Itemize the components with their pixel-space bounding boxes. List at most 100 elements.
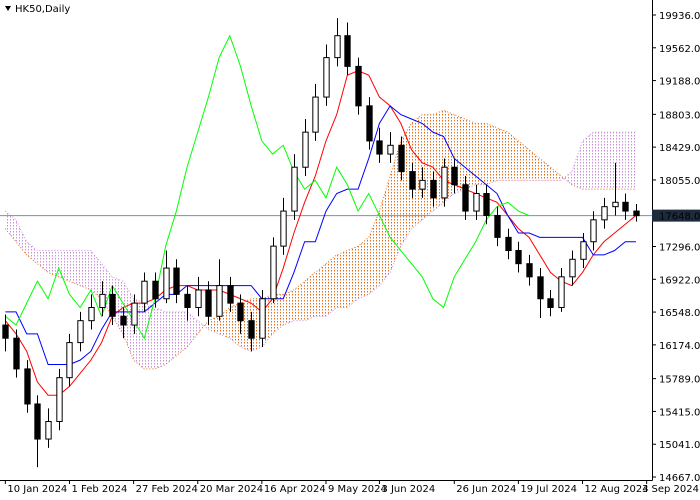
x-tick-label: 19 Jul 2024 bbox=[520, 484, 577, 495]
candle-body bbox=[24, 368, 31, 405]
x-tick-label: 3 Jun 2024 bbox=[381, 484, 435, 495]
candle-body bbox=[195, 289, 202, 309]
x-tick-label: 10 Jan 2024 bbox=[7, 484, 67, 495]
candle-body bbox=[120, 315, 127, 326]
cloud-segment bbox=[390, 140, 401, 273]
cloud-segment bbox=[5, 211, 17, 242]
candle-body bbox=[141, 280, 148, 304]
cloud-segment bbox=[48, 250, 59, 277]
x-tick-label: 9 May 2024 bbox=[328, 484, 387, 495]
cloud-segment bbox=[283, 289, 294, 326]
candle-body bbox=[355, 65, 362, 107]
y-tick-label: 16548.0 bbox=[659, 308, 700, 319]
candle-body bbox=[366, 105, 373, 142]
cloud-segment bbox=[507, 132, 519, 181]
candle-body bbox=[398, 144, 405, 173]
candle-body bbox=[473, 193, 480, 212]
candle-body bbox=[344, 35, 351, 67]
chart-title: HK50,Daily bbox=[15, 4, 70, 15]
candle-body bbox=[131, 302, 138, 326]
y-tick-label: 18803.0 bbox=[659, 110, 700, 121]
cloud-segment bbox=[293, 281, 305, 321]
y-tick-label: 19936.0 bbox=[659, 11, 700, 22]
candle-body bbox=[430, 179, 437, 199]
indicator-line bbox=[4, 70, 637, 396]
cloud-layer bbox=[4, 109, 636, 370]
cloud-segment bbox=[336, 250, 348, 308]
candle-body bbox=[387, 144, 394, 155]
candle-body bbox=[280, 210, 287, 247]
candle-body bbox=[323, 57, 330, 98]
y-tick-label: 18055.0 bbox=[659, 176, 700, 187]
cloud-segment bbox=[582, 132, 594, 190]
candle-body bbox=[270, 245, 277, 300]
candle-body bbox=[569, 258, 576, 278]
cloud-segment bbox=[475, 123, 487, 185]
candle-body bbox=[13, 337, 20, 370]
y-tick-label: 18429.0 bbox=[659, 143, 700, 154]
cloud-edge bbox=[4, 109, 636, 370]
cloud-segment bbox=[26, 241, 38, 264]
candle-body bbox=[205, 289, 212, 317]
candle-body bbox=[163, 267, 170, 300]
candle-body bbox=[451, 166, 458, 186]
candle-body bbox=[302, 131, 309, 168]
candle-body bbox=[259, 298, 266, 339]
candle-body bbox=[622, 201, 629, 212]
candle-body bbox=[312, 96, 319, 133]
y-tick-label: 14667.0 bbox=[659, 473, 700, 484]
menu-triangle[interactable] bbox=[5, 6, 11, 11]
x-tick-label: 26 Jun 2024 bbox=[456, 484, 516, 495]
cloud-segment bbox=[208, 316, 220, 334]
indicator-line bbox=[5, 105, 636, 366]
x-tick-label: 27 Feb 2024 bbox=[136, 484, 198, 495]
y-tick-label: 19188.0 bbox=[659, 77, 700, 88]
cloud-segment bbox=[368, 211, 380, 295]
cloud-segment bbox=[37, 250, 49, 273]
candle-body bbox=[494, 214, 501, 238]
candle-body bbox=[34, 403, 41, 440]
y-tick-label: 19562.0 bbox=[659, 44, 700, 55]
cloud-segment bbox=[69, 250, 81, 286]
candle-body bbox=[66, 342, 73, 379]
candle-body bbox=[56, 377, 63, 423]
cloud-segment bbox=[625, 132, 636, 190]
candle-body bbox=[601, 206, 608, 221]
candle-body bbox=[537, 276, 544, 300]
cloud-segment bbox=[464, 118, 476, 190]
candle-body bbox=[612, 201, 619, 208]
current-price-box bbox=[652, 209, 700, 222]
candle-body bbox=[88, 307, 95, 322]
cloud-segment bbox=[497, 127, 508, 181]
y-tick-label: 15041.0 bbox=[659, 440, 700, 451]
cloud-segment bbox=[80, 250, 91, 290]
candle-body bbox=[248, 320, 255, 339]
cloud-segment bbox=[614, 132, 626, 190]
x-tick-label: 12 Aug 2024 bbox=[585, 484, 649, 495]
cloud-segment bbox=[154, 307, 166, 369]
cloud-segment bbox=[90, 250, 102, 299]
y-tick-label: 17296.0 bbox=[659, 242, 700, 253]
candle-body bbox=[173, 267, 180, 295]
candle-body bbox=[109, 293, 116, 317]
cloud-segment bbox=[315, 263, 326, 317]
candle-body bbox=[152, 280, 159, 300]
candle-layer bbox=[2, 18, 640, 468]
cloud-segment bbox=[518, 140, 530, 181]
y-tick-label: 15415.0 bbox=[659, 407, 700, 418]
candle-body bbox=[99, 293, 106, 309]
cloud-segment bbox=[411, 114, 423, 229]
cloud-segment bbox=[122, 281, 134, 361]
x-tick-label: 16 Apr 2024 bbox=[264, 484, 326, 495]
cloud-segment bbox=[422, 114, 433, 220]
current-price-label: 17648.0 bbox=[659, 212, 700, 223]
candle-body bbox=[483, 193, 490, 216]
x-tick-label: 20 Mar 2024 bbox=[200, 484, 263, 495]
candle-body bbox=[291, 166, 298, 212]
candle-body bbox=[409, 171, 416, 190]
y-tick-label: 15789.0 bbox=[659, 375, 700, 386]
x-tick-label: 1 Feb 2024 bbox=[71, 484, 127, 495]
